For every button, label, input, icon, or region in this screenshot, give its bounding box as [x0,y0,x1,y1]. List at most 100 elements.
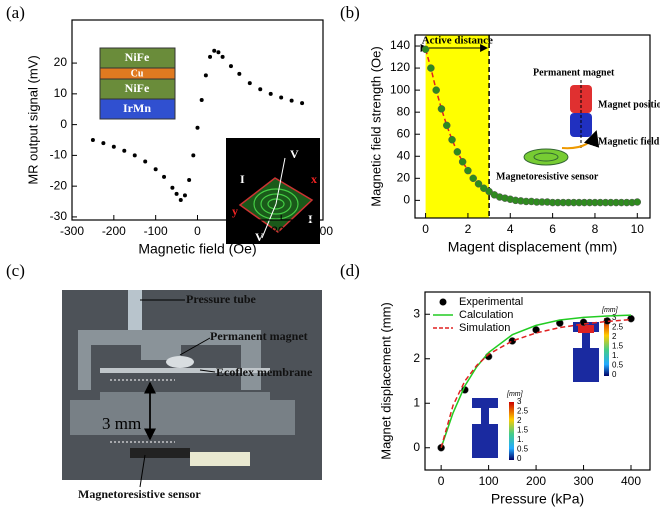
inset-label: y [232,204,238,218]
data-point [579,318,588,327]
x-tick-label: 100 [479,474,499,488]
data-point [122,148,127,153]
x-axis-label: Pressure (kPa) [491,491,584,507]
panel-label: (b) [340,3,360,22]
x-tick-label: -200 [102,224,126,238]
x-tick-label: -100 [144,224,168,238]
data-point [247,81,252,86]
x-tick-label: 400 [621,474,641,488]
data-point [220,54,225,59]
y-tick-label: 0 [60,117,67,131]
data-point [228,64,233,69]
data-point [448,135,456,144]
layer-label: NiFe [125,81,150,95]
data-point [474,180,483,188]
x-tick-label: 0 [438,474,445,488]
data-point [237,71,242,76]
x-tick-label: 100 [229,224,249,238]
data-point [443,121,451,130]
legend-label: Simulation [459,322,510,334]
data-point [191,153,196,158]
layer-stack: NiFe Cu NiFe IrMn [99,47,176,120]
layer-label: NiFe [125,50,150,64]
data-point [627,314,635,323]
legend-label: Calculation [459,309,513,321]
panel-label: (c) [6,261,25,280]
inset-label: V [255,230,264,244]
data-point [485,187,493,196]
y-tick-label: 80 [397,104,411,118]
series-line [440,318,632,448]
active-region [425,35,490,218]
y-tick-label: -10 [50,148,68,162]
data-point [458,158,467,166]
data-point [480,184,488,192]
region-label: Active distance [422,35,493,47]
annotation: Magnet position (z-axis) [598,99,660,110]
x-tick-label: 200 [271,224,291,238]
x-axis-label: Magnetic field (Oe) [138,241,256,257]
x-tick-label: 8 [592,222,599,236]
y-axis-label: Magnet displacement (mm) [378,302,393,460]
y-tick-label: 1 [413,395,420,409]
y-tick-label: 0 [413,440,420,454]
data-point [162,174,167,179]
y-tick-label: 20 [54,55,68,69]
x-tick-label: 6 [549,222,556,236]
legend-swatch [439,298,447,306]
x-tick-label: 0 [422,222,429,236]
data-point [464,166,472,175]
colorbar-label: 2 [612,332,617,341]
colorbar-unit: [mm] [506,391,524,398]
data-point [174,191,179,196]
legend-label: Experimental [459,296,523,308]
photo-label: Permanent magnet [210,329,308,343]
sim-inset [472,318,609,460]
colorbar-label: 0 [612,370,617,379]
colorbar-label: 2.5 [517,407,529,416]
y-tick-label: 140 [390,38,410,52]
colorbar-label: 1. [612,351,619,360]
colorbar-label: 2.5 [612,323,624,332]
inset-label: V [290,147,299,161]
annotation: Permanent magnet [533,67,615,78]
x-tick-label: -300 [60,224,84,238]
data-point [216,50,221,55]
colorbar-label: 0 [517,454,522,463]
data-point [279,95,284,100]
colorbar-unit: [mm] [601,307,619,314]
colorbar-label: 0.5 [517,445,529,454]
data-point [195,125,200,130]
data-point [469,174,477,183]
photo-label: Ecoflex membrane [216,365,313,379]
x-tick-label: 300 [313,224,333,238]
data-point [111,144,116,149]
y-tick-label: -20 [50,178,68,192]
magnet-inset: Permanent magnet Magnet position (z-axis… [454,67,660,182]
y-tick-label: 60 [397,126,411,140]
y-tick-label: 10 [54,86,68,100]
y-tick-label: 3 [413,306,420,320]
inset-label: x [311,172,317,186]
data-point [258,87,263,92]
x-axis-label: Magent displacement (mm) [448,239,618,255]
sensor-inset: I V V I x y [226,138,320,244]
data-point [508,337,517,345]
inset-label: I [240,172,245,186]
data-point [421,45,430,54]
annotation: Magnetic field [598,136,660,147]
data-point [432,86,440,94]
colorbar-label: 3 [517,397,522,406]
annotation: Magnetoresistive sensor [496,171,599,182]
data-point [289,98,294,103]
photo-label: 3 mm [102,414,141,433]
data-point [208,54,213,59]
colorbar-label: 1.5 [517,426,529,435]
data-point [178,198,183,202]
colorbar-label: 1.5 [612,342,624,351]
data-point [199,98,204,102]
y-axis-label: MR output signal (mV) [25,55,40,184]
x-tick-label: 200 [526,474,546,488]
data-point [633,198,642,206]
